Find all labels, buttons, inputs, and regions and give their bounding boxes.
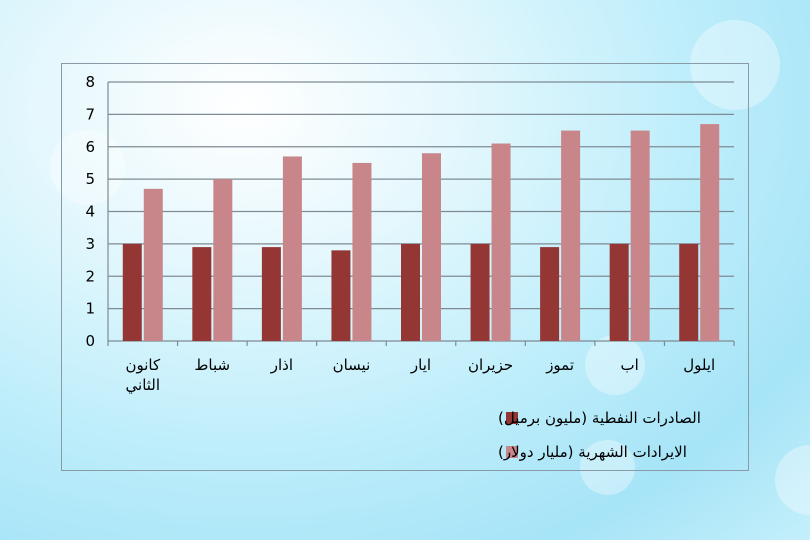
legend-swatch	[506, 446, 518, 458]
y-tick-label: 3	[85, 235, 95, 253]
x-category-label: الثاني	[126, 376, 161, 395]
bar-revenue	[282, 156, 302, 341]
x-category-label: اب	[621, 356, 639, 374]
bar-revenue	[143, 188, 163, 341]
bokeh-circle	[50, 130, 125, 205]
gridlines	[107, 81, 735, 346]
bar-revenue	[561, 130, 581, 341]
x-category-label: اذار	[270, 356, 293, 374]
x-axis-labels: كانون الثاني شباط اذار نيسان ايار حزيران تموز اب…	[125, 356, 715, 395]
bar-exports	[401, 243, 420, 341]
bar-exports	[540, 247, 560, 341]
legend-label: الصادرات النفطية (مليون برميل)	[498, 409, 701, 427]
legend-swatch	[506, 412, 518, 424]
y-tick-label: 8	[85, 73, 95, 91]
bar-exports	[609, 243, 629, 341]
x-category-label: شباط	[195, 356, 231, 374]
x-category-label: تموز	[545, 356, 574, 374]
bar-revenue	[213, 179, 233, 341]
x-category-label: ايار	[410, 356, 431, 374]
bar-exports	[679, 243, 699, 341]
bars	[122, 124, 720, 342]
bar-exports	[192, 247, 212, 341]
chart-frame	[61, 63, 749, 471]
bar-revenue	[491, 143, 511, 341]
x-category-label: ايلول	[683, 356, 715, 374]
legend-label: الايرادات الشهرية (مليار دولار)	[498, 443, 687, 461]
bar-revenue	[700, 124, 720, 342]
bar-revenue	[422, 153, 441, 341]
y-tick-label: 0	[85, 332, 95, 350]
bar-revenue	[352, 162, 372, 341]
legend: الصادرات النفطية (مليون برميل) الايرادات …	[498, 409, 701, 461]
y-tick-label: 7	[85, 105, 95, 123]
bar-exports	[331, 250, 351, 341]
x-category-label: حزيران	[468, 356, 513, 374]
y-tick-label: 4	[85, 203, 95, 221]
y-tick-label: 1	[85, 300, 95, 318]
y-tick-label: 2	[85, 267, 95, 285]
bar-exports	[122, 243, 142, 341]
bokeh-circle	[580, 440, 635, 495]
y-axis-ticks: 0 1 2 3 4 5 6 7 8	[85, 73, 95, 350]
y-tick-label: 5	[85, 170, 95, 188]
bokeh-circle	[690, 20, 780, 110]
x-category-label: كانون	[125, 356, 161, 374]
y-tick-label: 6	[85, 138, 95, 156]
x-category-label: نيسان	[333, 356, 371, 374]
bar-revenue	[630, 130, 650, 341]
bar-exports	[261, 247, 281, 341]
bar-exports	[470, 243, 490, 341]
